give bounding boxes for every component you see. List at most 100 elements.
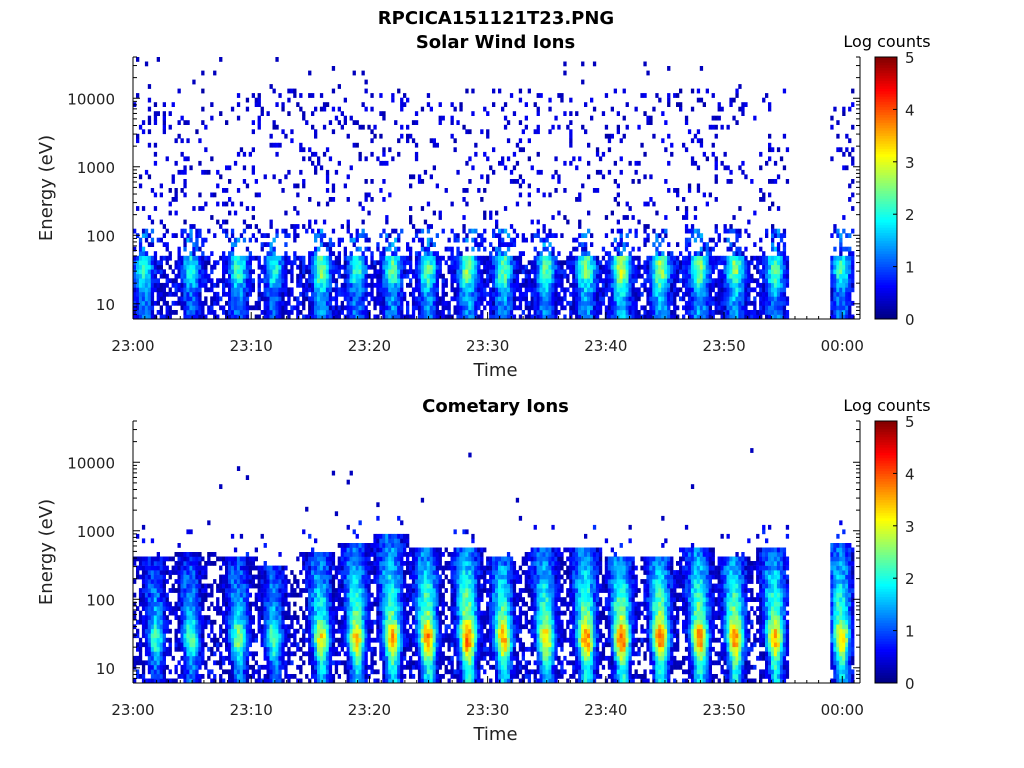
heatmap-cell — [429, 106, 433, 112]
heatmap-cell — [723, 269, 727, 275]
heatmap-cell — [768, 142, 772, 148]
heatmap-cell — [503, 251, 508, 256]
heatmap-cell — [230, 260, 235, 266]
heatmap-cell — [272, 88, 276, 94]
heatmap-cell — [450, 260, 454, 266]
heatmap-cell — [592, 310, 597, 315]
heatmap-cell — [417, 300, 422, 306]
heatmap-cell — [248, 287, 252, 293]
heatmap-cell — [768, 310, 772, 315]
heatmap-cell — [189, 165, 193, 171]
heatmap-cell — [397, 246, 401, 252]
heatmap-cell — [409, 219, 413, 225]
heatmap-cell — [352, 296, 356, 302]
heatmap-cell — [201, 619, 205, 625]
heatmap-cell — [204, 147, 208, 153]
heatmap-cell — [299, 255, 303, 261]
heatmap-cell — [581, 287, 585, 293]
heatmap-cell — [133, 579, 137, 584]
heatmap-cell — [848, 260, 852, 266]
heatmap-cell — [723, 305, 727, 311]
heatmap-cell — [628, 160, 632, 166]
heatmap-cell — [201, 633, 205, 639]
heatmap-cell — [474, 255, 478, 261]
colorbar-step — [875, 284, 897, 288]
heatmap-cell — [138, 287, 143, 293]
heatmap-cell — [210, 678, 214, 684]
heatmap-cell — [239, 201, 244, 207]
heatmap-cell — [744, 291, 748, 297]
heatmap-cell — [228, 291, 232, 297]
heatmap-cell — [423, 246, 428, 252]
heatmap-cell — [248, 251, 252, 256]
heatmap-cell — [444, 282, 448, 288]
heatmap-cell — [687, 251, 692, 256]
heatmap-cell — [782, 287, 787, 293]
heatmap-cell — [468, 273, 472, 279]
heatmap-cell — [512, 269, 517, 275]
heatmap-cell — [756, 282, 760, 288]
heatmap-cell — [141, 300, 146, 306]
heatmap-cell — [159, 619, 163, 625]
heatmap-cell — [171, 565, 175, 571]
heatmap-cell — [506, 310, 511, 315]
heatmap-cell — [708, 296, 712, 302]
heatmap-cell — [616, 219, 620, 225]
heatmap-cell — [776, 242, 781, 247]
heatmap-cell — [471, 287, 475, 293]
colorbar-step — [875, 132, 897, 136]
heatmap-cell — [465, 188, 469, 193]
heatmap-cell — [572, 264, 576, 270]
heatmap-cell — [708, 264, 712, 270]
heatmap-cell — [498, 242, 502, 247]
heatmap-cell — [545, 246, 549, 252]
heatmap-cell — [705, 310, 709, 315]
heatmap-cell — [655, 269, 659, 275]
heatmap-cell — [477, 273, 481, 279]
heatmap-cell — [584, 102, 588, 107]
heatmap-cell — [138, 251, 143, 256]
heatmap-cell — [159, 574, 163, 580]
heatmap-cell — [684, 305, 689, 311]
heatmap-cell — [183, 655, 187, 661]
heatmap-cell — [498, 237, 502, 243]
heatmap-cell — [530, 269, 534, 275]
heatmap-cell — [723, 165, 727, 171]
heatmap-cell — [230, 201, 235, 207]
heatmap-cell — [171, 102, 175, 107]
heatmap-cell — [848, 138, 852, 144]
x-tick-label: 23:50 — [702, 337, 745, 355]
heatmap-cell — [753, 210, 757, 216]
heatmap-cell — [595, 314, 600, 320]
heatmap-cell — [180, 282, 184, 288]
heatmap-cell — [186, 156, 190, 162]
heatmap-cell — [492, 147, 496, 153]
heatmap-cell — [468, 305, 472, 311]
heatmap-cell — [845, 310, 849, 315]
heatmap-cell — [545, 237, 549, 243]
heatmap-cell — [744, 310, 748, 315]
heatmap-cell — [495, 300, 499, 306]
heatmap-cell — [759, 237, 763, 243]
heatmap-cell — [560, 273, 564, 279]
heatmap-cell — [839, 255, 843, 261]
heatmap-cell — [156, 646, 160, 652]
heatmap-cell — [515, 305, 520, 311]
heatmap-cell — [652, 305, 656, 311]
heatmap-cell — [536, 233, 540, 238]
heatmap-cell — [483, 260, 487, 266]
heatmap-cell — [162, 615, 166, 620]
heatmap-cell — [150, 264, 155, 270]
heatmap-cell — [509, 310, 514, 315]
heatmap-cell — [302, 156, 306, 162]
heatmap-cell — [162, 579, 166, 584]
heatmap-cell — [426, 310, 431, 315]
heatmap-cell — [851, 192, 855, 198]
heatmap-cell — [423, 310, 428, 315]
heatmap-cell — [263, 242, 267, 247]
heatmap-cell — [186, 282, 190, 288]
heatmap-cell — [489, 287, 493, 293]
heatmap-cell — [171, 282, 175, 288]
heatmap-cell — [687, 269, 692, 275]
heatmap-cell — [314, 310, 318, 315]
